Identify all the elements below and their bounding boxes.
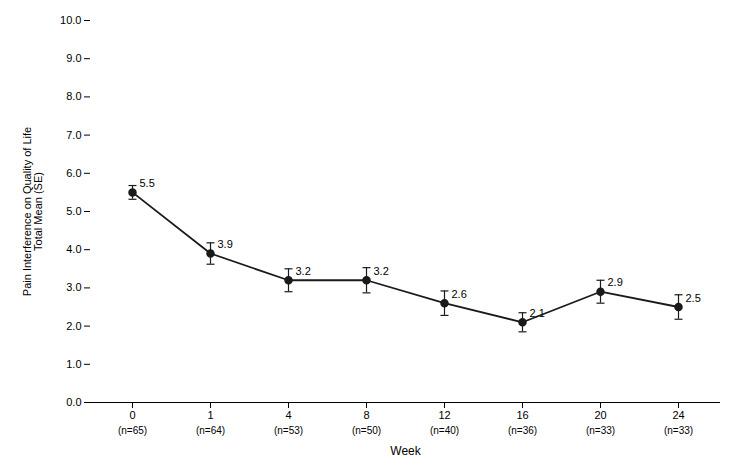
svg-text:9.0: 9.0 <box>66 52 81 64</box>
svg-text:5.0: 5.0 <box>66 205 81 217</box>
svg-text:2.0: 2.0 <box>66 320 81 332</box>
svg-text:Week: Week <box>390 444 421 458</box>
svg-text:(n=40): (n=40) <box>430 425 459 436</box>
svg-text:(n=33): (n=33) <box>586 425 615 436</box>
svg-text:8.0: 8.0 <box>66 90 81 102</box>
svg-text:1: 1 <box>207 409 213 421</box>
svg-text:16: 16 <box>516 409 528 421</box>
svg-text:5.5: 5.5 <box>140 177 155 189</box>
svg-text:(n=33): (n=33) <box>664 425 693 436</box>
svg-text:2.5: 2.5 <box>686 292 701 304</box>
svg-text:0.0: 0.0 <box>66 396 81 408</box>
svg-text:4: 4 <box>285 409 291 421</box>
svg-text:7.0: 7.0 <box>66 129 81 141</box>
svg-text:3.2: 3.2 <box>296 265 311 277</box>
svg-text:1.0: 1.0 <box>66 358 81 370</box>
svg-text:24: 24 <box>672 409 684 421</box>
svg-text:20: 20 <box>594 409 606 421</box>
svg-text:8: 8 <box>363 409 369 421</box>
svg-text:0: 0 <box>129 409 135 421</box>
svg-text:(n=64): (n=64) <box>196 425 225 436</box>
svg-text:2.9: 2.9 <box>608 276 623 288</box>
svg-text:3.2: 3.2 <box>374 265 389 277</box>
svg-text:(n=65): (n=65) <box>118 425 147 436</box>
svg-text:6.0: 6.0 <box>66 167 81 179</box>
svg-text:(n=53): (n=53) <box>274 425 303 436</box>
svg-text:Pain Interference on Quality o: Pain Interference on Quality of LifeTota… <box>21 127 44 296</box>
svg-text:10.0: 10.0 <box>60 14 81 26</box>
svg-text:(n=36): (n=36) <box>508 425 537 436</box>
svg-text:2.1: 2.1 <box>530 307 545 319</box>
svg-text:3.0: 3.0 <box>66 281 81 293</box>
svg-text:2.6: 2.6 <box>452 288 467 300</box>
svg-text:12: 12 <box>438 409 450 421</box>
svg-text:3.9: 3.9 <box>218 238 233 250</box>
svg-text:(n=50): (n=50) <box>352 425 381 436</box>
svg-text:4.0: 4.0 <box>66 243 81 255</box>
